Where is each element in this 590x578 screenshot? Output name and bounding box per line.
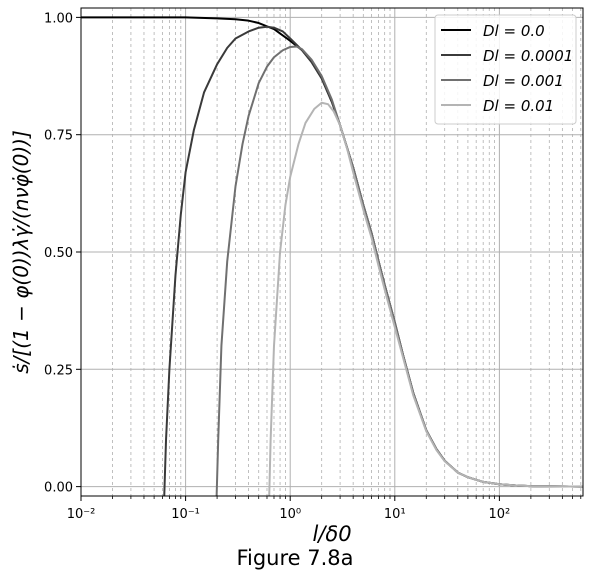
legend-label-3: Dl = 0.01 (483, 97, 554, 115)
legend-box (434, 14, 577, 125)
x-tick-label: 10⁻² (67, 507, 96, 522)
series-line-3 (268, 101, 583, 496)
y-tick-label: 1.00 (44, 11, 73, 26)
y-tick-label: 0.75 (44, 129, 73, 144)
x-tick-label: 10¹ (384, 507, 406, 522)
figure-caption: Figure 7.8a (236, 546, 354, 570)
y-tick-label: 0.25 (44, 363, 73, 378)
series-lines (81, 16, 583, 496)
x-tick-marks: 10⁻² 10⁻¹ 10⁰ 10¹ 10² (67, 496, 582, 522)
x-tick-label: 10⁰ (279, 507, 301, 522)
y-axis-label: ṡ/[(1 − φ(0))λγ̇/(nνφ̇(0))] (9, 130, 33, 373)
y-tick-label: 0.00 (44, 481, 73, 496)
y-tick-marks: 0.00 0.25 0.50 0.75 1.00 (44, 11, 81, 496)
legend-label-2: Dl = 0.001 (483, 72, 564, 90)
legend-label-1: Dl = 0.0001 (483, 47, 573, 65)
x-tick-label: 10⁻¹ (171, 507, 200, 522)
x-tick-label: 10² (489, 507, 511, 522)
legend-label-0: Dl = 0.0 (483, 22, 545, 40)
legend: Dl = 0.0 Dl = 0.0001 Dl = 0.001 Dl = 0.01 (434, 14, 577, 125)
x-axis-label: l/δ0 (312, 522, 351, 546)
y-tick-label: 0.50 (44, 246, 73, 261)
